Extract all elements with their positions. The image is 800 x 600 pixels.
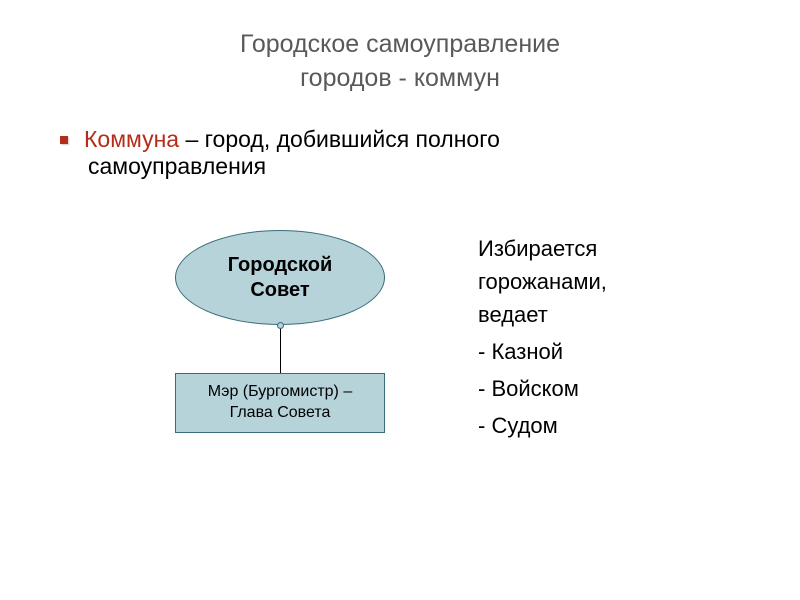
list-item: - Судом (478, 409, 607, 442)
title-line2: городов - коммун (0, 62, 800, 96)
ellipse-text: Городской Совет (228, 253, 333, 303)
sidelist-lead: Избирается горожанами, ведает (478, 232, 607, 331)
org-diagram: Городской Совет Мэр (Бургомистр) – Глава… (150, 230, 410, 433)
connector-dot-icon (277, 322, 284, 329)
rect-line2: Глава Совета (230, 404, 331, 421)
city-council-node: Городской Совет (175, 230, 385, 325)
lead-line1: Избирается (478, 232, 607, 265)
definition-line1: Коммуна – город, добившийся полного (60, 126, 740, 153)
title-line1: Городское самоуправление (0, 28, 800, 62)
lead-line3: ведает (478, 298, 607, 331)
mayor-node: Мэр (Бургомистр) – Глава Совета (175, 373, 385, 433)
definition-block: Коммуна – город, добившийся полного само… (0, 96, 800, 180)
definition-term: Коммуна (84, 126, 179, 152)
definition-rest1: – город, добившийся полного (179, 126, 500, 152)
ellipse-line1: Городской (228, 254, 333, 276)
rect-text: Мэр (Бургомистр) – Глава Совета (208, 382, 352, 424)
page-title: Городское самоуправление городов - комму… (0, 0, 800, 96)
side-list: Избирается горожанами, ведает - Казной -… (478, 232, 607, 442)
list-item: - Войском (478, 372, 607, 405)
connector-line (280, 325, 281, 373)
list-item: - Казной (478, 335, 607, 368)
rect-line1: Мэр (Бургомистр) – (208, 383, 352, 400)
ellipse-line2: Совет (250, 279, 309, 301)
bullet-icon (60, 136, 68, 144)
lead-line2: горожанами, (478, 265, 607, 298)
definition-line2: самоуправления (60, 153, 740, 180)
